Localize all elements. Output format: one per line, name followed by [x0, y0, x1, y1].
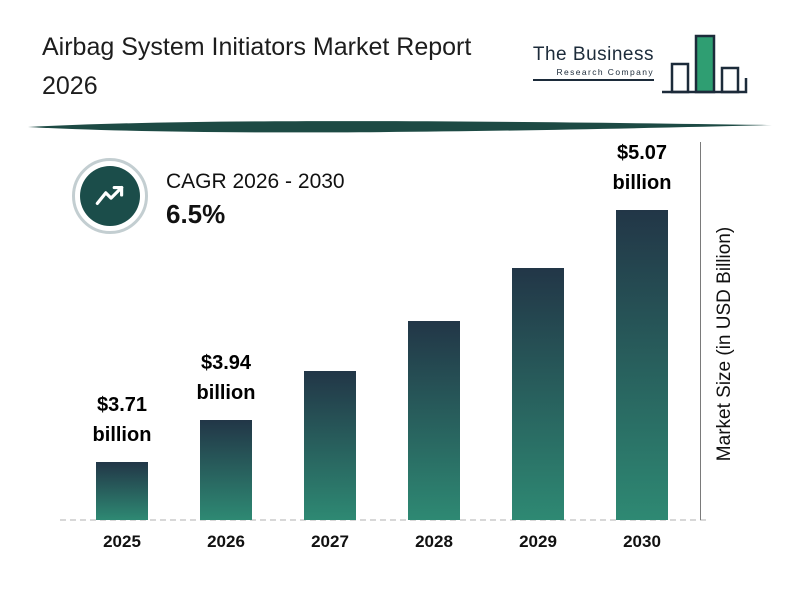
- bar-2025: [96, 462, 148, 520]
- x-axis-baseline: [60, 519, 706, 521]
- trending-up-icon: [80, 166, 140, 226]
- bar-2026: [200, 420, 252, 520]
- bar-2027: [304, 371, 356, 520]
- bar-chart: 2025 2026 2027 2028 2029 2030 $3.71 billion $3.9…: [0, 140, 800, 551]
- cagr-label: CAGR 2026 - 2030: [166, 170, 345, 193]
- company-logo-text: The Business Research Company: [532, 44, 654, 81]
- x-tick-2025: 2025: [103, 532, 141, 551]
- company-name: The Business: [532, 44, 654, 65]
- company-subname: Research Company: [556, 67, 654, 77]
- page-title: Airbag System Initiators Market Report 2…: [42, 28, 582, 106]
- x-tick-2027: 2027: [311, 532, 349, 551]
- company-logo: The Business Research Company: [532, 30, 752, 107]
- header-divider: [0, 116, 800, 138]
- bar-chart-logo-icon: [660, 30, 752, 107]
- value-label-2030: $5.07 billion: [612, 142, 672, 194]
- bar-2030: [616, 210, 668, 520]
- bar-2029: [512, 268, 564, 520]
- x-tick-2029: 2029: [519, 532, 557, 551]
- value-label-2025: $3.71 billion: [92, 394, 152, 446]
- value-label-2026: $3.94 billion: [196, 352, 256, 404]
- y-axis-title: Market Size (in USD Billion): [714, 226, 735, 462]
- bar-2028: [408, 321, 460, 520]
- page-title-line1: Airbag System Initiators Market Report: [42, 33, 472, 61]
- x-tick-2026: 2026: [207, 532, 245, 551]
- y-axis-line: [700, 142, 701, 520]
- cagr-value: 6.5%: [166, 199, 226, 229]
- page-title-line2: 2026: [42, 72, 98, 100]
- x-tick-2028: 2028: [415, 532, 453, 551]
- cagr-badge: [72, 158, 148, 234]
- x-tick-2030: 2030: [623, 532, 661, 551]
